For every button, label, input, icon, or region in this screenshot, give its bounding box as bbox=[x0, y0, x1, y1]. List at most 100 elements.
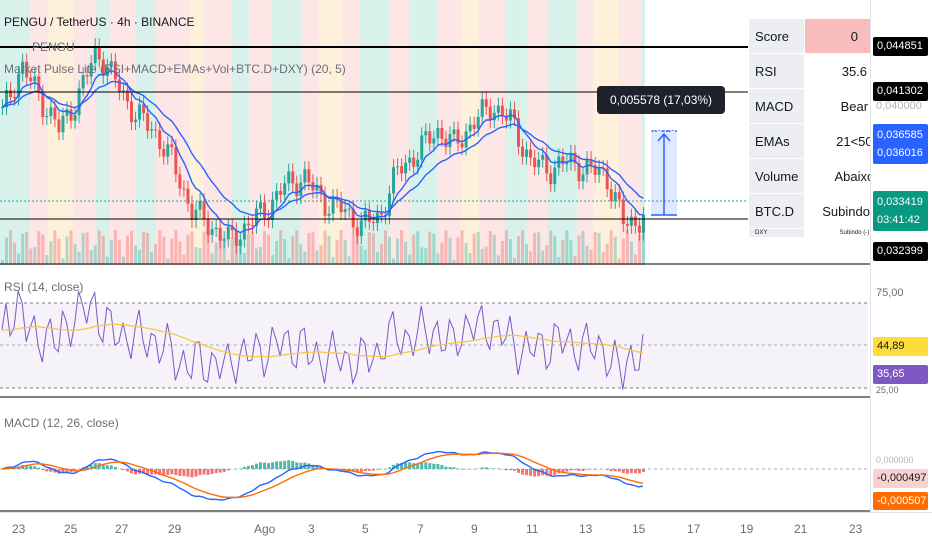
candle bbox=[279, 191, 282, 195]
volume-bar bbox=[239, 243, 242, 265]
candle bbox=[146, 113, 149, 131]
candle bbox=[247, 224, 250, 226]
volume-bar bbox=[432, 234, 435, 265]
candle bbox=[416, 160, 419, 167]
volume-bar bbox=[311, 232, 314, 265]
volume-bar bbox=[126, 235, 129, 265]
macd-histogram-bar bbox=[364, 469, 367, 471]
rsi-canvas[interactable] bbox=[0, 270, 870, 398]
candle bbox=[630, 217, 633, 226]
measure-tooltip: 0,005578 (17,03%) 5.578 bbox=[597, 86, 725, 114]
signal-background-zone bbox=[319, 0, 343, 265]
candle bbox=[549, 173, 552, 184]
rsi-value-tag: 35,65 bbox=[873, 365, 928, 384]
macd-histogram-bar bbox=[638, 469, 641, 473]
macd-histogram-bar bbox=[453, 467, 456, 469]
candle bbox=[521, 147, 524, 157]
rsi-title[interactable]: RSI (14, close) bbox=[4, 280, 83, 294]
volume-bar bbox=[5, 238, 8, 265]
volume-bar bbox=[243, 253, 246, 265]
rsi-label: RSI bbox=[749, 54, 805, 89]
signal-background-zone bbox=[343, 0, 359, 265]
volume-bar bbox=[424, 248, 427, 265]
volume-bar bbox=[477, 232, 480, 265]
candle bbox=[380, 213, 383, 215]
signal-background-zone bbox=[359, 0, 389, 265]
macd-histogram-bar bbox=[444, 467, 447, 469]
macd-title[interactable]: MACD (12, 26, close) bbox=[4, 416, 119, 430]
macd-canvas[interactable] bbox=[0, 400, 870, 512]
macd-histogram-bar bbox=[440, 465, 443, 469]
macd-histogram-bar bbox=[170, 469, 173, 474]
candle bbox=[9, 90, 12, 97]
bar-countdown: 03:41:42 bbox=[877, 211, 928, 229]
macd-histogram-bar bbox=[582, 469, 585, 471]
candle bbox=[525, 150, 528, 157]
candle bbox=[428, 131, 431, 143]
date-label: 3 bbox=[308, 522, 315, 536]
candle bbox=[420, 135, 423, 159]
volume-bar bbox=[328, 236, 331, 265]
price-chart-pane[interactable] bbox=[0, 0, 870, 265]
candle bbox=[424, 131, 427, 135]
macd-histogram-bar bbox=[275, 461, 278, 469]
candle bbox=[610, 189, 613, 201]
candle bbox=[469, 125, 472, 132]
volume-bar bbox=[549, 231, 552, 265]
indicator-label-2[interactable]: Market Pulse Lite (RSI+MACD+EMAs+Vol+BTC… bbox=[4, 62, 346, 76]
candle bbox=[586, 159, 589, 174]
macd-histogram-bar bbox=[368, 469, 371, 471]
symbol-title[interactable]: PENGU / TetherUS · 4h · BINANCE bbox=[4, 15, 195, 29]
macd-histogram-bar bbox=[126, 469, 129, 471]
volume-bar bbox=[533, 233, 536, 265]
candle bbox=[461, 143, 464, 147]
macd-histogram-bar bbox=[291, 461, 294, 469]
volume-bar bbox=[400, 230, 403, 265]
macd-histogram-bar bbox=[203, 469, 206, 475]
macd-histogram-bar bbox=[110, 465, 113, 469]
volume-bar bbox=[190, 231, 193, 265]
volume-bar bbox=[448, 238, 451, 265]
volume-bar bbox=[307, 233, 310, 265]
volume-bar bbox=[416, 231, 419, 265]
price-chart-canvas[interactable] bbox=[0, 0, 870, 265]
volume-bar bbox=[388, 237, 391, 265]
volume-bar bbox=[340, 230, 343, 265]
macd-histogram-bar bbox=[33, 466, 36, 469]
rsi-scale-top: 75,00 bbox=[876, 287, 904, 299]
candle bbox=[190, 204, 193, 220]
volume-bar bbox=[352, 235, 355, 265]
candle bbox=[13, 97, 16, 98]
macd-histogram-bar bbox=[215, 469, 218, 473]
candle bbox=[45, 116, 48, 117]
macd-histogram-bar bbox=[529, 469, 532, 476]
macd-pane[interactable] bbox=[0, 400, 870, 512]
candle bbox=[412, 158, 415, 167]
candle bbox=[263, 202, 266, 218]
volume-bar bbox=[207, 234, 210, 265]
volume-bar bbox=[525, 244, 528, 265]
macd-label: MACD bbox=[749, 89, 805, 124]
candle bbox=[162, 149, 165, 157]
macd-histogram-bar bbox=[432, 464, 435, 469]
candle bbox=[553, 168, 556, 185]
macd-histogram-bar bbox=[372, 469, 375, 471]
volume-bar bbox=[33, 247, 36, 265]
volume-bar bbox=[614, 237, 617, 265]
signal-background-zone bbox=[593, 0, 619, 265]
candle bbox=[360, 220, 363, 236]
volume-bar bbox=[195, 247, 198, 265]
candle bbox=[408, 158, 411, 163]
volume-bar bbox=[569, 240, 572, 265]
volume-bar bbox=[162, 237, 165, 265]
indicator-label-1[interactable]: PENGU bbox=[32, 40, 75, 54]
macd-histogram-bar bbox=[287, 460, 290, 469]
macd-histogram-bar bbox=[565, 469, 568, 472]
time-axis[interactable] bbox=[0, 512, 932, 551]
candle bbox=[33, 76, 36, 81]
price-scale-ghost-label: 0,040000 bbox=[876, 100, 922, 112]
candle bbox=[473, 125, 476, 129]
volume-bar bbox=[428, 232, 431, 265]
rsi-pane[interactable] bbox=[0, 270, 870, 398]
volume-bar bbox=[283, 239, 286, 265]
